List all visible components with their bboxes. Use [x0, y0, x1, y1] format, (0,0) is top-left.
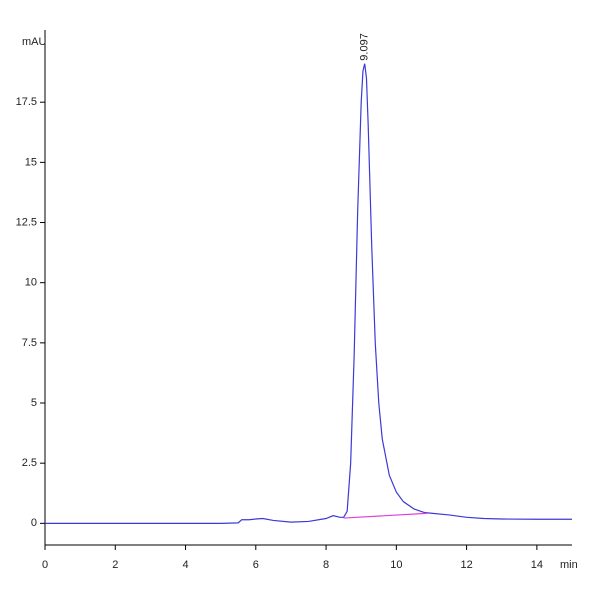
x-tick-label: 2	[112, 559, 118, 571]
y-tick-label: 0	[31, 517, 37, 529]
x-tick-label: 10	[390, 559, 402, 571]
x-tick-label: 0	[42, 559, 48, 571]
y-axis-label: mAU	[22, 36, 47, 48]
x-tick-label: 12	[460, 559, 472, 571]
y-tick-label: 7.5	[22, 337, 37, 349]
x-tick-label: 8	[323, 559, 329, 571]
peak-label: 9.097	[359, 33, 371, 61]
baseline	[343, 512, 428, 519]
y-tick-label: 15	[25, 156, 37, 168]
x-tick-label: 6	[253, 559, 259, 571]
line-series	[45, 63, 572, 524]
y-tick-label: 10	[25, 277, 37, 289]
x-tick-label: 14	[531, 559, 543, 571]
y-tick-label: 17.5	[16, 96, 37, 108]
x-tick-label: 4	[182, 559, 188, 571]
y-tick-label: 2.5	[22, 457, 37, 469]
y-tick-label: 5	[31, 397, 37, 409]
x-axis-label: min	[560, 559, 578, 571]
y-tick-label: 12.5	[16, 216, 37, 228]
